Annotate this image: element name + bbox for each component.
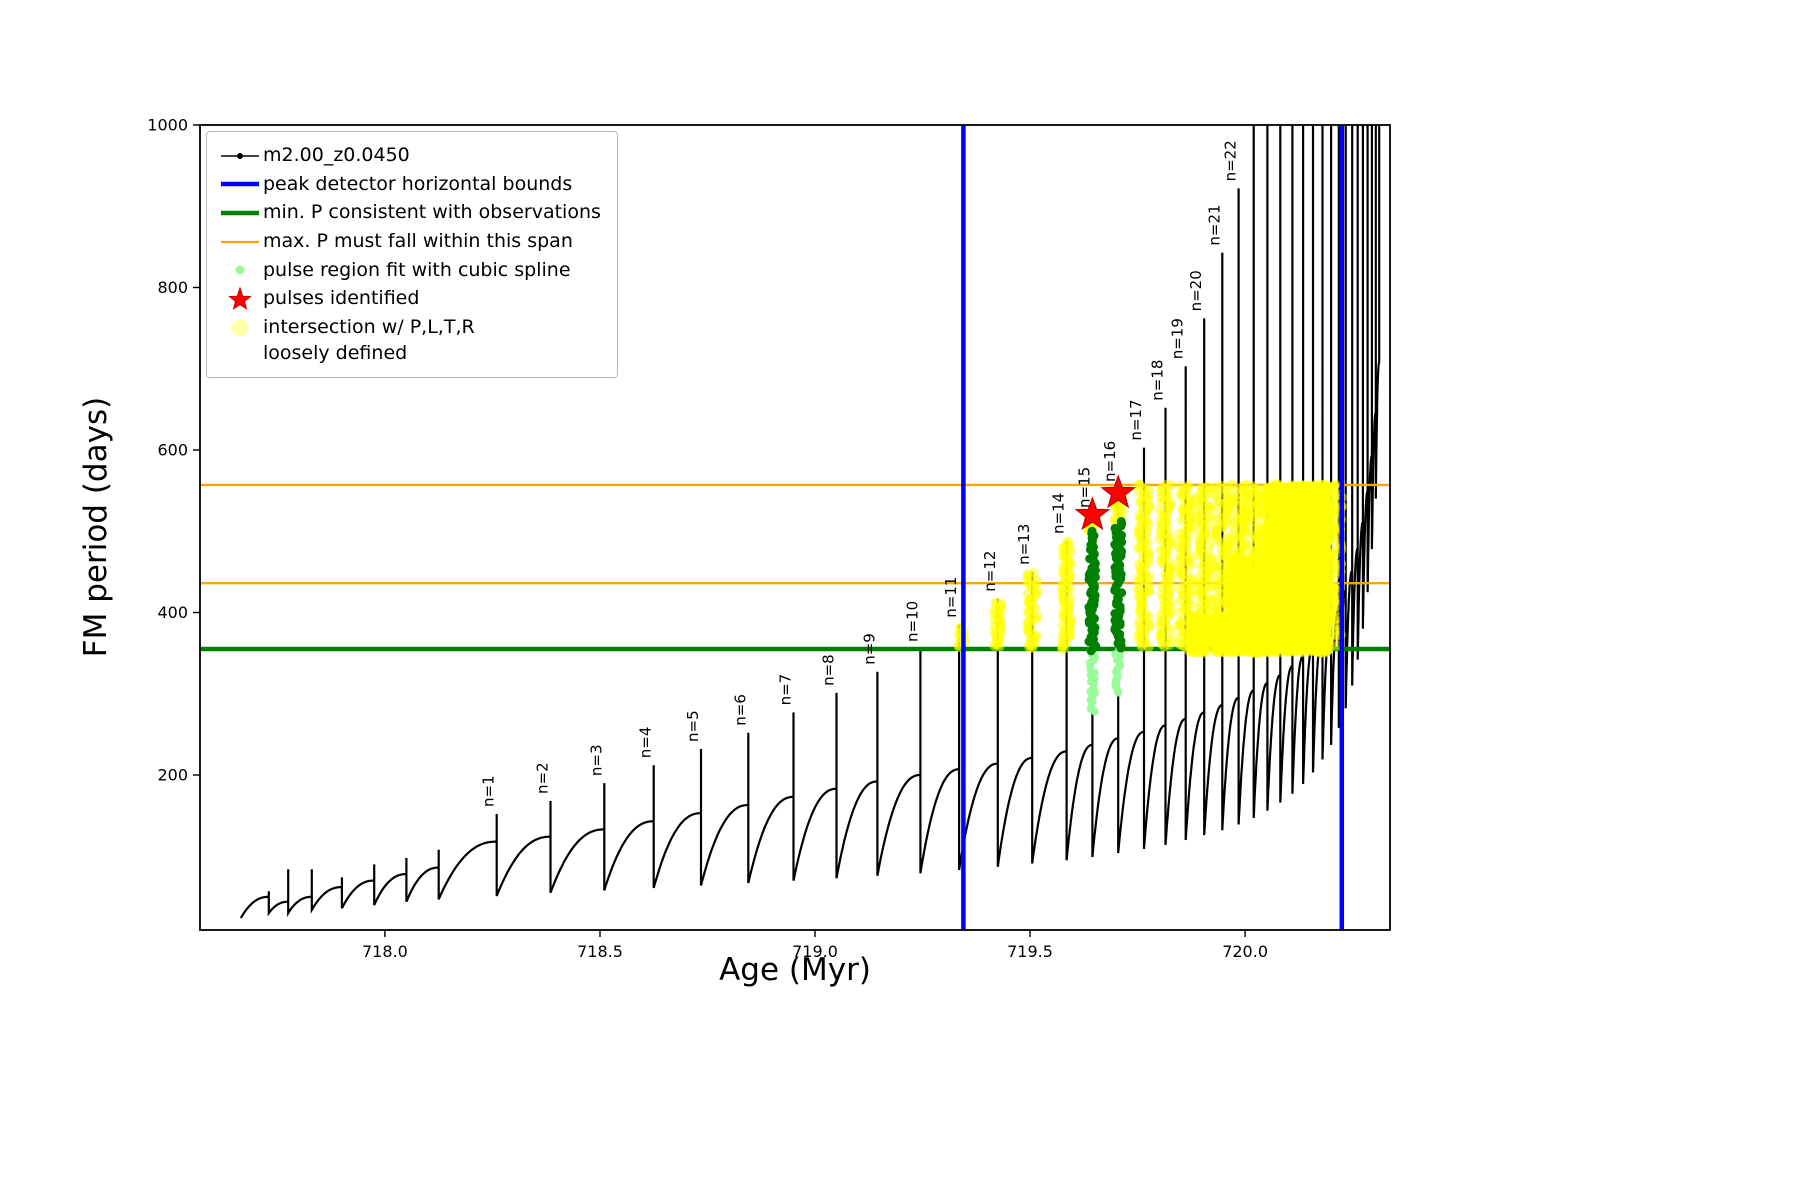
y-axis-label: FM period (days) (78, 396, 114, 658)
legend-box: m2.00_z0.0450 peak detector horizontal b… (206, 131, 618, 379)
legend-label: pulses identified (263, 287, 420, 310)
green-thick-line-icon (217, 203, 263, 223)
legend-item-spline-fit: pulse region fit with cubic spline (217, 258, 601, 284)
svg-text:800: 800 (157, 278, 188, 297)
legend-item-min-p: min. P consistent with observations (217, 200, 601, 226)
legend-label: max. P must fall within this span (263, 229, 573, 252)
legend-item-intersection: intersection w/ P,L,T,R loosely defined (217, 315, 601, 366)
orange-line-icon (217, 232, 263, 252)
svg-text:n=17: n=17 (1127, 399, 1145, 440)
svg-text:n=18: n=18 (1149, 360, 1167, 401)
svg-text:n=13: n=13 (1015, 524, 1033, 565)
red-star-icon (217, 286, 263, 312)
svg-text:n=10: n=10 (903, 601, 921, 642)
legend-label: pulse region fit with cubic spline (263, 258, 571, 281)
svg-text:719.5: 719.5 (1007, 942, 1053, 961)
svg-text:n=19: n=19 (1169, 318, 1187, 359)
legend-label: intersection w/ P,L,T,R loosely defined (263, 316, 475, 364)
svg-text:400: 400 (157, 603, 188, 622)
legend-label: min. P consistent with observations (263, 201, 601, 224)
x-axis-label: Age (Myr) (719, 952, 871, 988)
svg-text:720.0: 720.0 (1222, 942, 1268, 961)
legend-item-pulses: pulses identified (217, 286, 601, 312)
legend-item-peak-bounds: peak detector horizontal bounds (217, 172, 601, 198)
svg-text:n=2: n=2 (534, 762, 552, 794)
svg-text:600: 600 (157, 441, 188, 460)
legend-label: m2.00_z0.0450 (263, 144, 410, 166)
svg-text:718.5: 718.5 (577, 942, 623, 961)
paleyellow-dot-icon (217, 317, 263, 339)
svg-text:n=15: n=15 (1075, 467, 1093, 508)
legend-item-max-p-span: max. P must fall within this span (217, 229, 601, 255)
svg-text:718.0: 718.0 (362, 942, 408, 961)
svg-text:719.0: 719.0 (792, 942, 838, 961)
svg-text:n=14: n=14 (1050, 493, 1068, 534)
svg-text:n=4: n=4 (637, 727, 655, 759)
legend-label: peak detector horizontal bounds (263, 172, 573, 195)
svg-text:n=9: n=9 (860, 633, 878, 665)
svg-text:n=22: n=22 (1222, 140, 1240, 181)
svg-text:200: 200 (157, 766, 188, 785)
blue-thick-line-icon (217, 174, 263, 194)
svg-text:n=8: n=8 (820, 654, 838, 686)
svg-text:n=21: n=21 (1205, 204, 1223, 245)
svg-text:n=11: n=11 (942, 577, 960, 618)
svg-text:1000: 1000 (147, 116, 188, 135)
svg-text:n=3: n=3 (587, 744, 605, 776)
palegreen-dot-icon (217, 260, 263, 280)
svg-text:n=5: n=5 (684, 710, 702, 742)
black-dotted-line-icon (217, 146, 263, 166)
svg-text:n=6: n=6 (731, 694, 749, 726)
legend-item-track: m2.00_z0.0450 (217, 143, 601, 169)
svg-text:n=16: n=16 (1101, 441, 1119, 482)
svg-text:n=7: n=7 (777, 674, 795, 706)
svg-text:n=20: n=20 (1187, 270, 1205, 311)
svg-text:n=12: n=12 (981, 551, 999, 592)
svg-text:n=1: n=1 (480, 775, 498, 807)
